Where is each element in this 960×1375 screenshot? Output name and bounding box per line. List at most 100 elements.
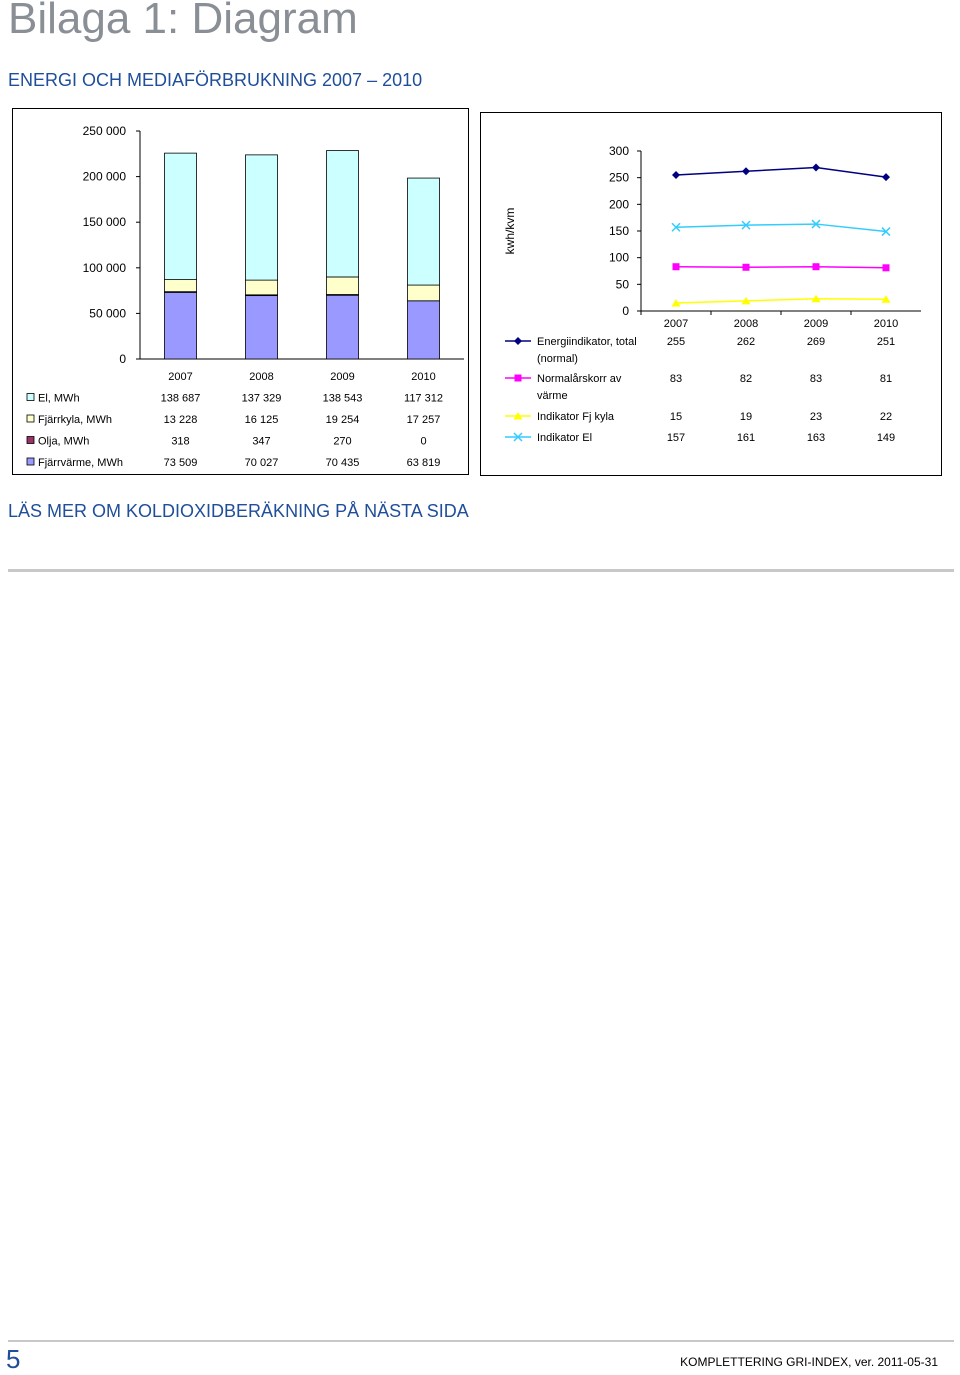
data-point — [741, 296, 751, 305]
legend-marker — [514, 374, 522, 382]
page-title: Bilaga 1: Diagram — [8, 0, 358, 43]
bar-segment — [326, 276, 359, 295]
bar-segment — [245, 154, 278, 281]
legend-label: Indikator Fj kyla — [537, 411, 615, 423]
data-label: 138 687 — [161, 393, 201, 405]
legend-label: Fjärrvärme, MWh — [38, 457, 123, 469]
bar-segment — [326, 150, 359, 278]
legend-swatch — [26, 414, 35, 423]
y-tick-label: 200 000 — [83, 170, 127, 184]
y-tick-label: 150 — [609, 224, 629, 238]
series-line — [675, 223, 887, 233]
data-label: 16 125 — [245, 414, 279, 426]
bar-segment — [164, 291, 197, 360]
y-tick-label: 50 000 — [89, 306, 126, 320]
x-tick-label: 2009 — [330, 371, 354, 383]
series-line — [675, 297, 887, 304]
y-tick-label: 200 — [609, 197, 629, 211]
y-tick-label: 300 — [609, 144, 629, 158]
read-more-link[interactable]: LÄS MER OM KOLDIOXIDBERÄKNING PÅ NÄSTA S… — [8, 501, 469, 521]
legend-label: Energiindikator, total — [537, 336, 637, 348]
data-label: 161 — [737, 432, 755, 444]
legend-swatch — [26, 457, 35, 466]
data-point — [882, 173, 890, 182]
data-label: 270 — [333, 436, 351, 448]
legend-label: (normal) — [537, 353, 578, 365]
data-label: 318 — [171, 436, 189, 448]
line-chart: 0 50 100 150 200 250 300 kwh/kvm 2007 2008 2009 201… — [503, 144, 921, 444]
data-label: 0 — [420, 436, 426, 448]
y-tick-label: 250 000 — [83, 124, 127, 138]
bar-segment — [245, 279, 278, 296]
legend-label: Fjärrkyla, MWh — [38, 414, 112, 426]
divider — [8, 569, 954, 572]
data-label: 19 — [740, 411, 752, 423]
data-label: 19 254 — [326, 414, 360, 426]
data-label: 82 — [740, 373, 752, 385]
data-label: 17 257 — [407, 414, 441, 426]
x-tick-label: 2007 — [664, 318, 688, 330]
data-label: 157 — [667, 432, 685, 444]
data-label: 63 819 — [407, 457, 441, 469]
y-tick-label: 0 — [119, 352, 126, 366]
data-label: 13 228 — [164, 414, 198, 426]
legend-marker — [514, 337, 522, 345]
bar-segment — [407, 284, 440, 302]
data-point — [742, 167, 750, 176]
data-point — [881, 295, 891, 303]
x-tick-label: 2007 — [168, 371, 192, 383]
data-label: 149 — [877, 432, 895, 444]
y-tick-label: 100 000 — [83, 261, 127, 275]
legend-label: Olja, MWh — [38, 436, 89, 448]
data-label: 70 027 — [245, 457, 279, 469]
x-tick-label: 2010 — [874, 318, 898, 330]
data-label: 81 — [880, 373, 892, 385]
data-label: 22 — [880, 411, 892, 423]
data-point — [882, 264, 890, 272]
data-label: 138 543 — [323, 393, 363, 405]
series-line — [675, 166, 887, 178]
data-point — [881, 227, 891, 237]
data-label: 117 312 — [404, 393, 443, 405]
y-tick-label: 100 — [609, 251, 629, 265]
data-label: 73 509 — [164, 457, 198, 469]
bar-segment — [407, 300, 440, 360]
y-tick-label: 50 — [616, 277, 630, 291]
bar-segment — [164, 279, 197, 293]
data-point — [672, 263, 680, 271]
data-label: 269 — [807, 336, 825, 348]
page-number: 5 — [6, 1344, 21, 1374]
data-label: 251 — [877, 336, 895, 348]
series-line — [675, 265, 887, 269]
x-tick-label: 2008 — [734, 318, 758, 330]
data-point — [672, 171, 680, 179]
bar-segment — [164, 152, 197, 281]
x-tick-label: 2009 — [804, 318, 828, 330]
data-label: 15 — [670, 411, 682, 423]
energy-indicator-chart: 0 50 100 150 200 250 300 kwh/kvm 2007 2008 2009 201… — [480, 112, 942, 476]
stacked-bar-chart: 0 50 000 100 000 150 000 200 000 250 000 2007 2… — [26, 124, 464, 469]
data-label: 163 — [807, 432, 825, 444]
legend-marker — [513, 412, 523, 420]
data-point — [812, 263, 820, 271]
data-point — [671, 299, 681, 307]
data-point — [812, 163, 820, 172]
legend-swatch — [26, 436, 35, 444]
data-label: 137 329 — [242, 393, 282, 405]
legend-label: Indikator El — [537, 432, 592, 444]
y-tick-label: 250 — [609, 171, 629, 185]
data-point — [741, 220, 751, 230]
data-point — [742, 263, 750, 271]
legend-label: värme — [537, 390, 568, 402]
data-point — [811, 294, 821, 303]
data-label: 255 — [667, 336, 685, 348]
bar-segment — [245, 294, 278, 360]
y-tick-label: 0 — [622, 304, 629, 318]
data-label: 23 — [810, 411, 822, 423]
section-heading: ENERGI OCH MEDIAFÖRBRUKNING 2007 – 2010 — [8, 70, 423, 90]
legend-label: El, MWh — [38, 393, 80, 405]
data-label: 83 — [810, 373, 822, 385]
legend-swatch — [26, 393, 35, 401]
data-label: 347 — [252, 436, 270, 448]
data-point — [671, 222, 681, 232]
